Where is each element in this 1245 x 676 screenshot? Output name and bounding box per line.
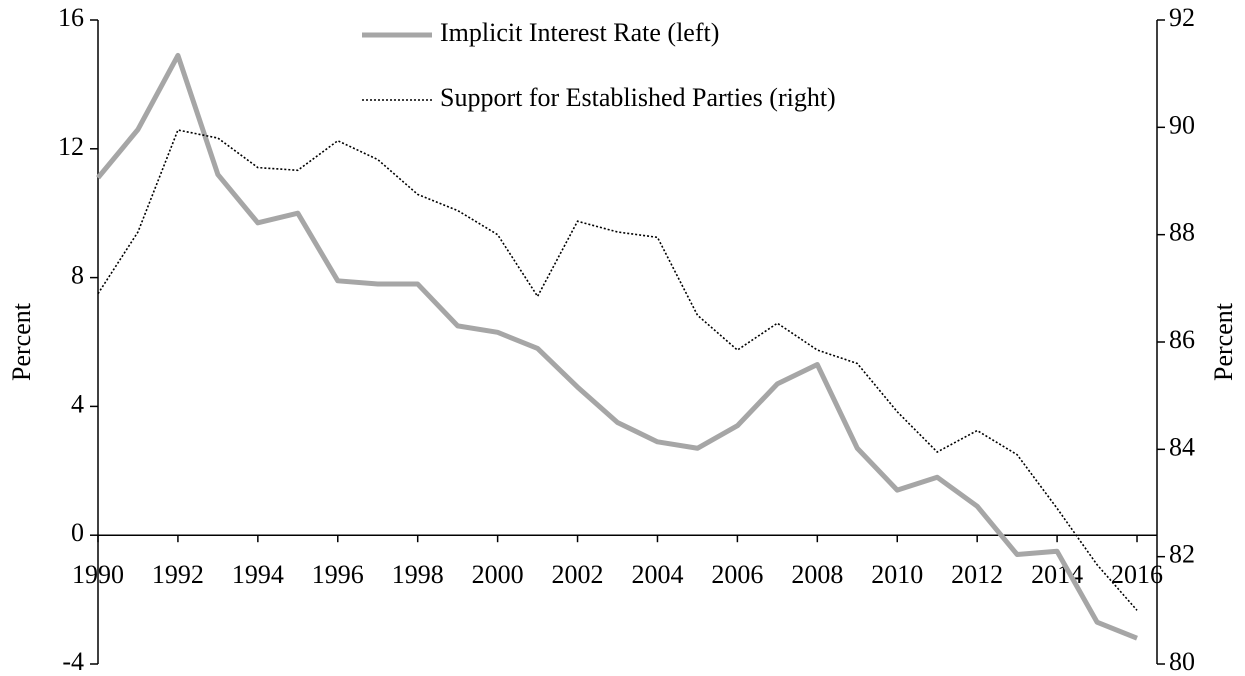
y2-tick-label: 82 — [1169, 540, 1195, 569]
y2-tick-label: 88 — [1169, 218, 1195, 247]
x-tick-label: 2002 — [552, 560, 604, 589]
line-series — [96, 52, 1138, 641]
y2-axis-label: Percent — [1209, 302, 1238, 381]
y2-tick-label: 84 — [1169, 432, 1195, 461]
y2-tick-label: 90 — [1169, 110, 1195, 139]
line-series — [97, 129, 1138, 611]
x-tick-label: 2008 — [791, 560, 843, 589]
y2-tick-label: 92 — [1169, 3, 1195, 32]
x-tick-label: 1998 — [392, 560, 444, 589]
legend-label: Support for Established Parties (right) — [440, 83, 836, 112]
y-tick-label: 8 — [71, 261, 84, 290]
x-tick-label: 1996 — [312, 560, 364, 589]
x-tick-label: 1990 — [72, 560, 124, 589]
x-tick-label: 2000 — [472, 560, 524, 589]
x-tick-label: 2016 — [1111, 560, 1163, 589]
y-axis-label: Percent — [7, 302, 36, 381]
y2-tick-label: 80 — [1169, 647, 1195, 676]
x-tick-label: 2004 — [631, 560, 683, 589]
y2-tick-label: 86 — [1169, 325, 1195, 354]
x-tick-label: 2012 — [951, 560, 1003, 589]
y-tick-label: 12 — [58, 132, 84, 161]
x-tick-label: 2006 — [711, 560, 763, 589]
x-tick-label: 1992 — [152, 560, 204, 589]
x-tick-label: 2010 — [871, 560, 923, 589]
y-tick-label: -4 — [62, 647, 84, 676]
x-tick-label: 1994 — [232, 560, 284, 589]
y-tick-label: 4 — [71, 389, 84, 418]
y-tick-label: 0 — [71, 518, 84, 547]
legend-label: Implicit Interest Rate (left) — [440, 18, 719, 47]
y-tick-label: 16 — [58, 3, 84, 32]
